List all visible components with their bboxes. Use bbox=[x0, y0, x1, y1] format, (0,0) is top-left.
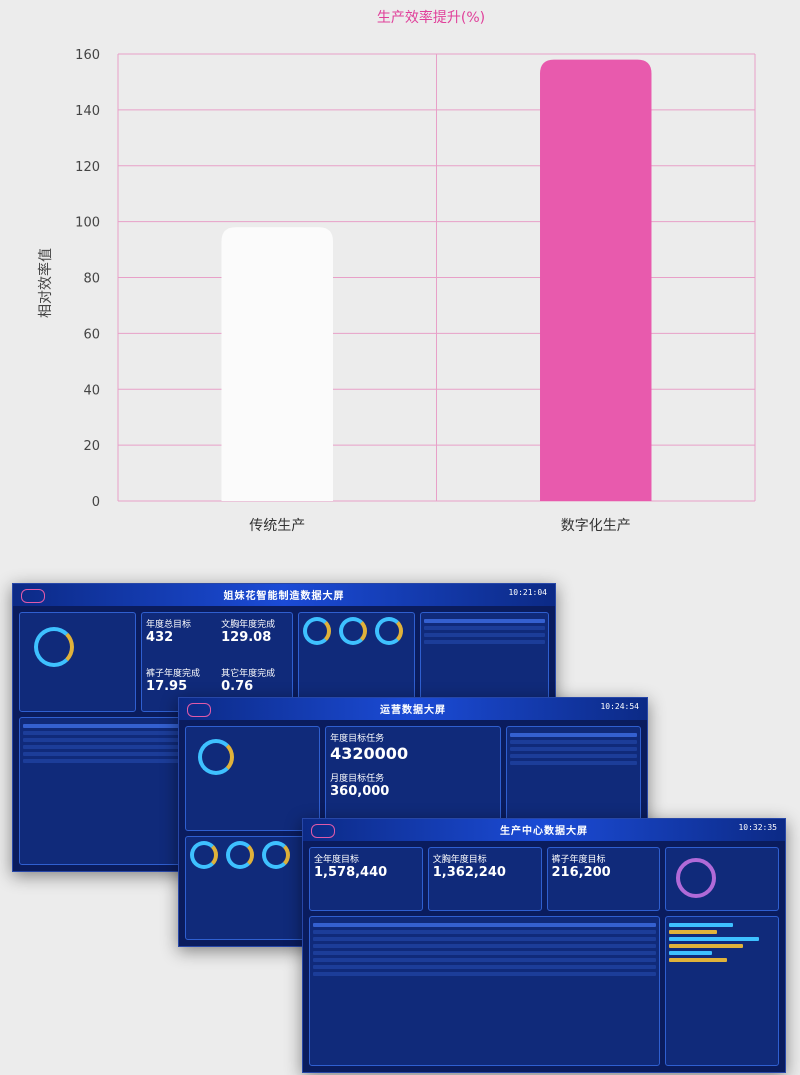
dashboard-1-clock: 10:21:04 bbox=[508, 588, 547, 597]
gauge-icon bbox=[190, 840, 218, 869]
bar-digital bbox=[540, 59, 652, 502]
y-tick-label: 80 bbox=[83, 272, 100, 287]
efficiency-bar-chart: 生产效率提升(%) 相对效率值 0 20 40 60 80 100 120 140 160 传统… bbox=[0, 0, 800, 540]
dash1-gauge-panel bbox=[298, 612, 416, 712]
donut-chart-icon bbox=[676, 858, 717, 898]
y-tick-label: 40 bbox=[83, 383, 100, 398]
dash2-table-panel bbox=[505, 726, 641, 831]
dash3-bar-panel bbox=[665, 916, 779, 1066]
dash3-kpi-1: 文胸年度目标 1,362,240 bbox=[427, 847, 542, 911]
dash1-kpi-1: 文胸年度完成 129.08 bbox=[221, 620, 276, 645]
y-tick-label: 160 bbox=[75, 48, 100, 63]
gauge-icon bbox=[226, 840, 254, 869]
dash2-kpi-1: 月度目标任务 360,000 bbox=[330, 774, 390, 799]
dash1-table-panel bbox=[420, 612, 549, 712]
dashboard-screenshot-3: 生产中心数据大屏 10:32:35 全年度目标 1,578,440 文胸年度目标 1… bbox=[302, 818, 786, 1073]
dash3-donut-panel bbox=[665, 847, 779, 911]
dash1-kpi-2: 裤子年度完成 17.95 bbox=[146, 669, 201, 694]
dashboard-2-header: 运营数据大屏 10:24:54 bbox=[179, 698, 647, 720]
y-tick-label: 60 bbox=[83, 327, 100, 342]
dash2-kpi-panel: 年度目标任务 4320000 月度目标任务 360,000 bbox=[325, 726, 501, 831]
gauge-icon bbox=[303, 617, 332, 645]
gauge-icon bbox=[375, 617, 404, 645]
donut-chart-icon bbox=[198, 739, 234, 775]
y-tick-label: 0 bbox=[92, 495, 100, 510]
dash2-ring-panel bbox=[185, 726, 321, 831]
y-tick-labels: 0 20 40 60 80 100 120 140 160 bbox=[75, 48, 100, 510]
chart-background bbox=[0, 0, 800, 540]
dashboard-3-clock: 10:32:35 bbox=[738, 823, 777, 832]
dash1-kpi-0: 年度总目标 432 bbox=[146, 620, 192, 645]
dashboard-1-title: 姐妹花智能制造数据大屏 bbox=[223, 591, 345, 602]
brand-logo-icon bbox=[21, 589, 45, 603]
chart-bars bbox=[221, 59, 652, 502]
dash3-kpi-2: 裤子年度目标 216,200 bbox=[546, 847, 661, 911]
dash1-kpi-panel: 年度总目标 432 文胸年度完成 129.08 裤子年度完成 17.95 其它年度完成… bbox=[141, 612, 294, 712]
gauge-icon bbox=[339, 617, 368, 645]
chart-title: 生产效率提升(%) bbox=[377, 9, 485, 26]
dash2-kpi-0: 年度目标任务 4320000 bbox=[330, 734, 409, 763]
y-tick-label: 100 bbox=[75, 216, 100, 231]
y-tick-label: 20 bbox=[83, 439, 100, 454]
dash1-kpi-3: 其它年度完成 0.76 bbox=[221, 669, 276, 694]
gauge-icon bbox=[262, 840, 290, 869]
donut-chart-icon bbox=[34, 627, 74, 667]
brand-logo-icon bbox=[311, 824, 335, 838]
x-tick-labels: 传统生产 数字化生产 bbox=[249, 518, 631, 534]
y-tick-label: 140 bbox=[75, 104, 100, 119]
y-tick-label: 120 bbox=[75, 160, 100, 175]
bar-traditional bbox=[221, 227, 333, 501]
dashboard-1-header: 姐妹花智能制造数据大屏 10:21:04 bbox=[13, 584, 555, 606]
brand-logo-icon bbox=[187, 703, 211, 717]
x-tick-label: 传统生产 bbox=[249, 518, 305, 534]
dash1-ring-panel bbox=[19, 612, 137, 712]
y-axis-label: 相对效率值 bbox=[37, 248, 54, 318]
x-tick-label: 数字化生产 bbox=[561, 518, 631, 534]
dash3-kpi-0: 全年度目标 1,578,440 bbox=[309, 847, 423, 911]
dashboard-3-title: 生产中心数据大屏 bbox=[500, 826, 588, 837]
dash3-table-panel bbox=[309, 916, 661, 1066]
dashboard-3-header: 生产中心数据大屏 10:32:35 bbox=[303, 819, 785, 841]
dashboard-2-title: 运营数据大屏 bbox=[380, 705, 446, 716]
dashboard-2-clock: 10:24:54 bbox=[600, 702, 639, 711]
